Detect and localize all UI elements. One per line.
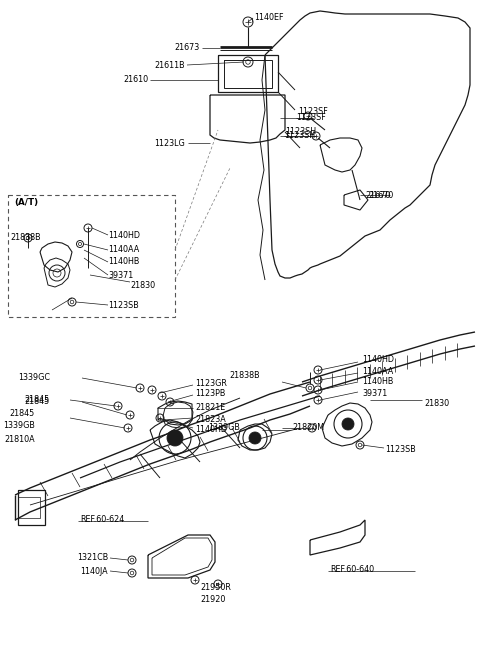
Text: 1140HD: 1140HD: [195, 426, 227, 434]
Text: 21845: 21845: [25, 398, 50, 407]
Text: 1123GR: 1123GR: [195, 379, 227, 388]
Text: 1140HD: 1140HD: [108, 230, 140, 239]
Text: 1123SF: 1123SF: [296, 113, 326, 123]
Text: 1123LG: 1123LG: [154, 138, 185, 148]
Text: 21950R: 21950R: [200, 583, 231, 592]
Text: 21820M: 21820M: [292, 424, 324, 432]
Text: 1140AA: 1140AA: [108, 245, 139, 255]
Text: 1140HB: 1140HB: [362, 377, 394, 386]
Text: 1339GC: 1339GC: [18, 373, 50, 382]
Text: 1123SB: 1123SB: [385, 445, 416, 455]
Text: REF.60-640: REF.60-640: [330, 565, 374, 575]
Text: 1123SH: 1123SH: [285, 127, 316, 136]
Text: 1123SF: 1123SF: [298, 108, 328, 117]
Text: 21673: 21673: [175, 43, 200, 52]
Text: 21838B: 21838B: [229, 371, 260, 380]
Text: 1140AA: 1140AA: [362, 367, 393, 377]
Text: 21610: 21610: [123, 75, 148, 85]
Text: 21823A: 21823A: [195, 415, 226, 424]
Text: 1123SH: 1123SH: [284, 131, 315, 140]
Text: 1140EF: 1140EF: [254, 14, 284, 22]
Text: 21845: 21845: [25, 396, 50, 405]
Text: 1339GB: 1339GB: [3, 422, 35, 430]
Circle shape: [167, 430, 183, 446]
Circle shape: [249, 432, 261, 444]
Text: 1123PB: 1123PB: [195, 390, 226, 398]
Text: 1339GB: 1339GB: [208, 424, 240, 432]
Text: (A/T): (A/T): [14, 197, 38, 207]
Text: 1140HD: 1140HD: [362, 356, 394, 365]
Text: 21670: 21670: [368, 190, 393, 199]
Text: 21821E: 21821E: [195, 403, 225, 413]
Text: 39371: 39371: [108, 270, 133, 279]
Text: 1140HB: 1140HB: [108, 258, 139, 266]
Text: 1123SB: 1123SB: [108, 300, 139, 310]
Bar: [8, 195, 175, 317]
Text: 21830: 21830: [424, 398, 449, 407]
Text: 21845: 21845: [10, 409, 35, 419]
Text: 21810A: 21810A: [4, 436, 35, 445]
Text: 1140JA: 1140JA: [80, 567, 108, 575]
Text: 21920: 21920: [200, 596, 226, 604]
Text: 21670: 21670: [365, 190, 390, 199]
Text: 21611B: 21611B: [155, 60, 185, 70]
Text: 21838B: 21838B: [10, 234, 41, 243]
Circle shape: [342, 418, 354, 430]
Text: REF.60-624: REF.60-624: [80, 516, 124, 525]
Text: 39371: 39371: [362, 388, 387, 398]
Text: 21830: 21830: [130, 281, 155, 289]
Text: 1321CB: 1321CB: [77, 554, 108, 562]
